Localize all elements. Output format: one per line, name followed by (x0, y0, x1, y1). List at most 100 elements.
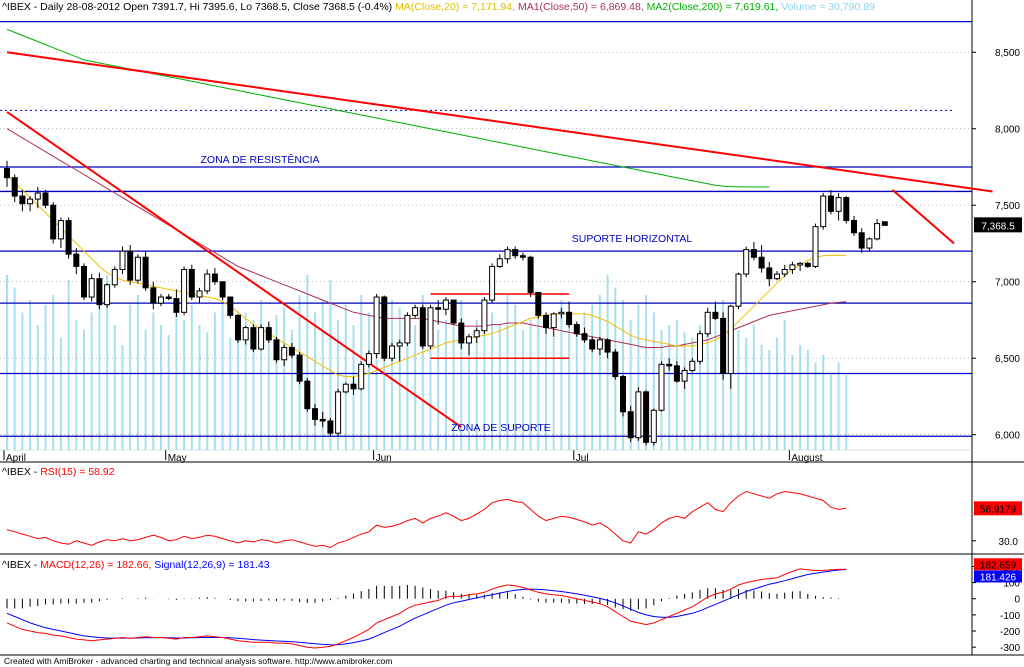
volume-bar (190, 305, 193, 450)
candle-down (50, 204, 57, 240)
price-tick-label: 7,000 (995, 278, 1020, 289)
candle-up (104, 284, 111, 306)
volume-bar (59, 337, 62, 450)
volume-bar (591, 305, 594, 450)
candle-up (481, 299, 488, 332)
candle-up (396, 342, 403, 347)
macd-tick-label: -300 (1000, 643, 1020, 654)
volume-bar (444, 320, 447, 450)
candle-up (789, 264, 796, 270)
date-tick-label: May (168, 453, 187, 464)
footer-credit: Created with AmiBroker - advanced charti… (4, 656, 393, 666)
candle-down (581, 333, 588, 341)
candle-down (604, 339, 611, 353)
candle-down (627, 411, 634, 439)
volume-bar (491, 312, 494, 450)
candle-up (258, 327, 265, 350)
volume-bar (391, 300, 393, 450)
volume-bar (198, 325, 201, 450)
volume-bar (106, 275, 109, 450)
volume-bar (67, 280, 70, 450)
volume-bar (629, 320, 632, 450)
candle-up (820, 195, 827, 228)
volume-bar (13, 287, 16, 450)
volume-bar (637, 305, 640, 450)
candle-up (473, 330, 480, 338)
candle-up (874, 223, 881, 240)
annotation-resistance-zone: ZONA DE RESISTÊNCIA (200, 153, 319, 166)
rsi-value-box (974, 501, 1022, 516)
candle-down (419, 307, 426, 347)
volume-bar (760, 345, 763, 450)
volume-bar (152, 312, 155, 450)
candle-down (42, 192, 49, 206)
candle-down (643, 391, 650, 443)
price-header: ^IBEX - Daily 28-08-2012 Open 7391.7, Hi… (2, 1, 875, 13)
volume-bar (714, 305, 717, 450)
ma50-line (6, 128, 847, 348)
candle-down (512, 249, 519, 257)
candle-down (827, 195, 834, 212)
price-tick-label: 6,500 (995, 354, 1020, 365)
candle-up (373, 296, 380, 355)
candle-up (504, 249, 511, 260)
volume-bar (229, 337, 232, 450)
volume-bar (144, 330, 147, 450)
candle-up (281, 347, 288, 361)
volume-bar (806, 350, 809, 450)
candle-up (866, 238, 873, 249)
header-volume: Volume = 30,790.89 (781, 1, 875, 13)
macd-tick-label: -100 (1000, 611, 1020, 622)
candle-up (242, 327, 249, 341)
candle-down (435, 307, 442, 310)
candle-up (681, 369, 688, 382)
candle-down (65, 220, 72, 255)
volume-bar (283, 307, 286, 450)
candle-down (296, 354, 303, 382)
volume-bar (668, 325, 671, 450)
candle-down (712, 311, 719, 319)
date-tick-label: Jun (376, 453, 392, 464)
candle-down (851, 220, 857, 234)
candle-up (774, 273, 780, 280)
macd-tick-label: 0 (1014, 595, 1020, 606)
date-tick-label: April (6, 453, 26, 464)
candle-up (735, 273, 742, 307)
candle-down (458, 322, 465, 344)
candle-up (743, 249, 750, 275)
volume-bar (367, 312, 370, 450)
candle-down (142, 256, 149, 289)
candle-down (666, 363, 673, 367)
candle-down (127, 250, 134, 281)
volume-bar (75, 320, 78, 450)
volume-bar (776, 337, 778, 450)
candle-down (519, 255, 526, 258)
volume-bar (652, 312, 655, 450)
rsi-header-value: RSI(15) = 58.92 (40, 466, 115, 478)
candle-up (697, 333, 703, 362)
candle-down (881, 221, 888, 226)
volume-bar (237, 330, 239, 450)
volume-bar (83, 330, 85, 450)
volume-bar (98, 300, 101, 450)
candle-up (27, 198, 34, 205)
macd-signal-line (6, 569, 847, 646)
volume-bar (129, 305, 132, 450)
volume-bar (121, 345, 124, 450)
header-symbol: ^IBEX - Daily 28-08-2012 Open 7391.7, Hi… (2, 1, 393, 13)
volume-bar (290, 330, 293, 450)
volume-bar (252, 320, 255, 450)
candle-down (165, 296, 172, 300)
candle-down (150, 287, 157, 304)
candle-up (119, 250, 126, 270)
candle-up (558, 311, 565, 315)
candle-up (365, 353, 372, 365)
candle-down (81, 265, 87, 298)
volume-bar (260, 300, 263, 450)
date-tick-label: August (791, 453, 822, 464)
candle-down (720, 317, 727, 375)
macd-header-signal: Signal(12,26,9) = 181.43 (154, 559, 270, 571)
volume-bar (552, 337, 555, 450)
date-tick-label: Jul (576, 453, 589, 464)
volume-bar (521, 330, 524, 450)
